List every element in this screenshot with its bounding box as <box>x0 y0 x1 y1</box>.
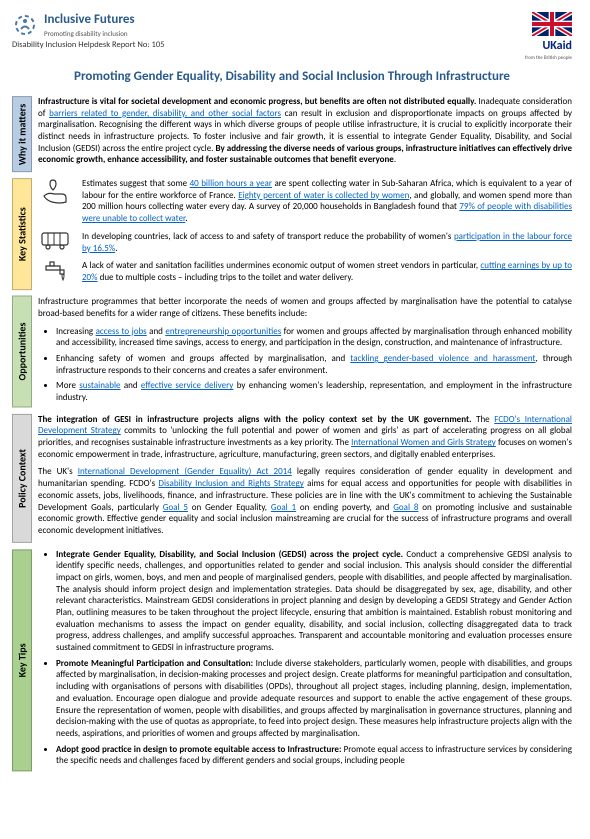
stat-water: Estimates suggest that some 40 billion h… <box>38 178 572 225</box>
link-barriers[interactable]: barriers related to gender, disability, … <box>49 108 281 119</box>
water-hand-icon <box>38 178 74 206</box>
brand-name: Inclusive Futures <box>44 12 135 29</box>
bus-icon <box>38 231 74 251</box>
link-women-strategy[interactable]: International Women and Girls Strategy <box>351 437 496 448</box>
link-sustainable[interactable]: sustainable <box>79 380 120 391</box>
opp-bullet-2: Enhancing safety of women and groups aff… <box>56 353 572 376</box>
stat-transport: In developing countries, lack of access … <box>38 231 572 254</box>
page-title: Promoting Gender Equality, Disability an… <box>12 69 572 86</box>
tap-icon <box>38 260 74 284</box>
header: Inclusive Futures Promoting disability i… <box>12 12 572 61</box>
section-tips: Key Tips Integrate Gender Equality, Disa… <box>12 549 572 771</box>
opp-intro: Infrastructure programmes that better in… <box>38 296 572 319</box>
logo-mark <box>12 12 38 38</box>
link-entrepreneur[interactable]: entrepreneurship opportunities <box>165 326 281 337</box>
tab-why: Why it matters <box>12 96 32 172</box>
ukaid-logo: UKaid from the British people <box>525 12 572 61</box>
link-40bn[interactable]: 40 billion hours a year <box>190 178 272 189</box>
link-goal5[interactable]: Goal 5 <box>163 502 188 513</box>
link-act2014[interactable]: International Development (Gender Equali… <box>78 466 292 477</box>
link-service[interactable]: effective service delivery <box>141 380 233 391</box>
link-goal8[interactable]: Goal 8 <box>393 502 418 513</box>
section-opportunities: Opportunities Infrastructure programmes … <box>12 296 572 408</box>
section-policy: Policy Context The integration of GESI i… <box>12 414 572 543</box>
tip-1: Integrate Gender Equality, Disability, a… <box>56 549 572 654</box>
brand-tagline: Promoting disability inclusion <box>44 29 135 38</box>
tip-2: Promote Meaningful Participation and Con… <box>56 658 572 740</box>
opp-bullet-1: Increasing access to jobs and entreprene… <box>56 326 572 349</box>
link-jobs[interactable]: access to jobs <box>96 326 147 337</box>
stat-sanitation: A lack of water and sanitation facilitie… <box>38 260 572 284</box>
header-left: Inclusive Futures Promoting disability i… <box>12 12 165 51</box>
why-paragraph: Infrastructure is vital for societal dev… <box>38 96 572 166</box>
link-goal1[interactable]: Goal 1 <box>271 502 296 513</box>
section-stats: Key Statistics Estimates suggest that so… <box>12 178 572 290</box>
tab-stats: Key Statistics <box>12 178 32 290</box>
link-gbv[interactable]: tackling gender-based violence and haras… <box>350 353 535 364</box>
tip-3: Adopt good practice in design to promote… <box>56 744 572 767</box>
tab-tips: Key Tips <box>12 549 32 771</box>
link-disability-strategy[interactable]: Disability Inclusion and Rights Strategy <box>158 478 303 489</box>
org-logo: Inclusive Futures Promoting disability i… <box>12 12 165 38</box>
policy-p1: The integration of GESI in infrastructur… <box>38 414 572 461</box>
ukaid-text: UKaid <box>525 39 572 55</box>
union-jack-icon <box>532 12 572 36</box>
tab-policy: Policy Context <box>12 414 32 543</box>
tab-opportunities: Opportunities <box>12 296 32 408</box>
section-why: Why it matters Infrastructure is vital f… <box>12 96 572 172</box>
report-number: Disability Inclusion Helpdesk Report No:… <box>12 40 165 51</box>
ukaid-subtext: from the British people <box>525 55 572 62</box>
opp-bullet-3: More sustainable and effective service d… <box>56 380 572 403</box>
policy-p2: The UK's International Development (Gend… <box>38 466 572 536</box>
link-80pct[interactable]: Eighty percent of water is collected by … <box>238 190 409 201</box>
